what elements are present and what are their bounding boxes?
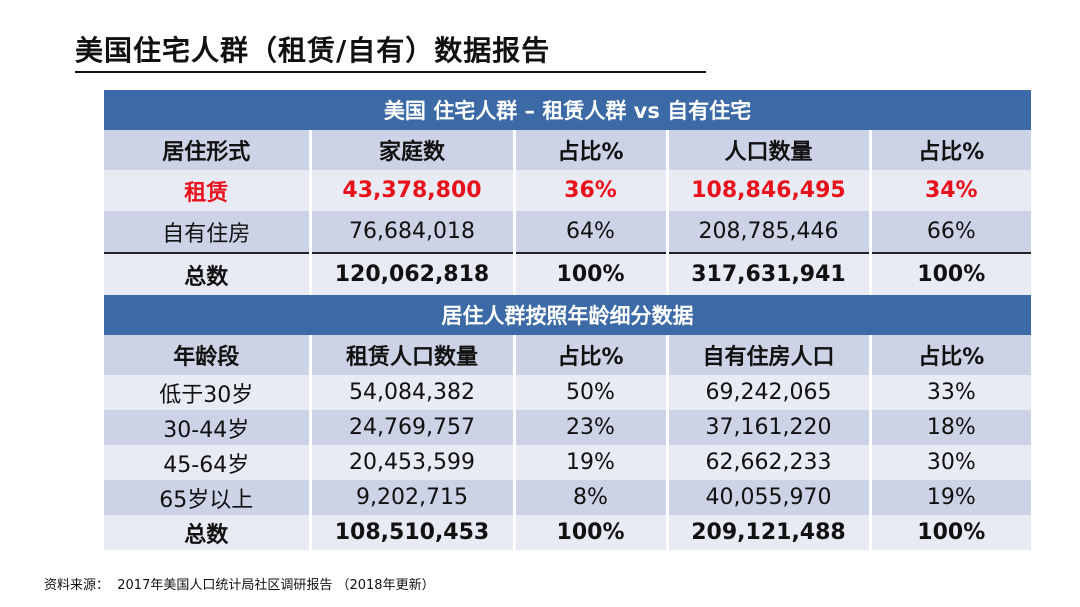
table-row-owned: 自有住房 76,684,018 64% 208,785,446 66%: [104, 211, 1032, 254]
column-header: 占比%: [514, 130, 669, 170]
data-table: 美国 住宅人群 – 租赁人群 vs 自有住宅 居住形式 家庭数 占比% 人口数量…: [104, 90, 1032, 550]
column-header: 人口数量: [667, 130, 872, 170]
table-cell: 64%: [514, 211, 669, 254]
table-cell: 108,846,495: [667, 170, 872, 211]
column-header: 自有住房人口: [667, 335, 872, 375]
table-cell: 37,161,220: [667, 410, 872, 445]
table-cell: 24,769,757: [310, 410, 516, 445]
table-cell: 208,785,446: [667, 211, 872, 254]
table-cell: 20,453,599: [310, 445, 516, 480]
table-cell: 317,631,941: [667, 253, 872, 295]
column-header: 居住形式: [104, 130, 312, 170]
table-cell: 100%: [514, 253, 669, 295]
table-row: 30-44岁 24,769,757 23% 37,161,220 18%: [104, 410, 1032, 445]
table-row-total: 总数 108,510,453 100% 209,121,488 100%: [104, 515, 1032, 550]
table-cell: 租赁: [104, 170, 312, 211]
table-cell: 40,055,970: [667, 480, 872, 515]
table-cell: 23%: [514, 410, 669, 445]
table-cell: 9,202,715: [310, 480, 516, 515]
table-cell: 108,510,453: [310, 515, 516, 550]
table-row: 低于30岁 54,084,382 50% 69,242,065 33%: [104, 375, 1032, 410]
section2-banner-row: 居住人群按照年龄细分数据: [104, 295, 1032, 335]
section2-banner: 居住人群按照年龄细分数据: [104, 295, 1032, 335]
column-header: 家庭数: [310, 130, 516, 170]
table-cell: 8%: [514, 480, 669, 515]
table-cell: 30-44岁: [104, 410, 312, 445]
section2-header-row: 年龄段 租赁人口数量 占比% 自有住房人口 占比%: [104, 335, 1032, 375]
table-cell: 100%: [870, 253, 1032, 295]
table-cell: 50%: [514, 375, 669, 410]
table-cell: 54,084,382: [310, 375, 516, 410]
table-cell: 65岁以上: [104, 480, 312, 515]
page-title: 美国住宅人群（租赁/自有）数据报告: [75, 34, 551, 67]
table-cell: 自有住房: [104, 211, 312, 254]
table-cell: 18%: [870, 410, 1032, 445]
source-note: 资料来源： 2017年美国人口统计局社区调研报告 （2018年更新）: [44, 578, 435, 593]
table-row: 45-64岁 20,453,599 19% 62,662,233 30%: [104, 445, 1032, 480]
table-cell: 低于30岁: [104, 375, 312, 410]
column-header: 占比%: [870, 335, 1032, 375]
table-cell: 33%: [870, 375, 1032, 410]
column-header: 租赁人口数量: [310, 335, 516, 375]
table-row: 65岁以上 9,202,715 8% 40,055,970 19%: [104, 480, 1032, 515]
table-cell: 76,684,018: [310, 211, 516, 254]
table-cell: 总数: [104, 515, 312, 550]
table-cell: 45-64岁: [104, 445, 312, 480]
table-cell: 120,062,818: [310, 253, 516, 295]
table-cell: 43,378,800: [310, 170, 516, 211]
table-cell: 19%: [870, 480, 1032, 515]
title-underline: [75, 71, 706, 73]
table-cell: 62,662,233: [667, 445, 872, 480]
table-cell: 19%: [514, 445, 669, 480]
table-row-rent: 租赁 43,378,800 36% 108,846,495 34%: [104, 170, 1032, 211]
table-cell: 100%: [514, 515, 669, 550]
table-cell: 209,121,488: [667, 515, 872, 550]
table-cell: 36%: [514, 170, 669, 211]
table-cell: 总数: [104, 253, 312, 295]
section1-header-row: 居住形式 家庭数 占比% 人口数量 占比%: [104, 130, 1032, 170]
table-cell: 100%: [870, 515, 1032, 550]
table-cell: 66%: [870, 211, 1032, 254]
section1-banner-row: 美国 住宅人群 – 租赁人群 vs 自有住宅: [104, 90, 1032, 130]
section1-banner: 美国 住宅人群 – 租赁人群 vs 自有住宅: [104, 90, 1032, 130]
table-cell: 30%: [870, 445, 1032, 480]
table-row-total: 总数 120,062,818 100% 317,631,941 100%: [104, 253, 1032, 295]
table-cell: 69,242,065: [667, 375, 872, 410]
column-header: 占比%: [870, 130, 1032, 170]
column-header: 占比%: [514, 335, 669, 375]
column-header: 年龄段: [104, 335, 312, 375]
table-cell: 34%: [870, 170, 1032, 211]
